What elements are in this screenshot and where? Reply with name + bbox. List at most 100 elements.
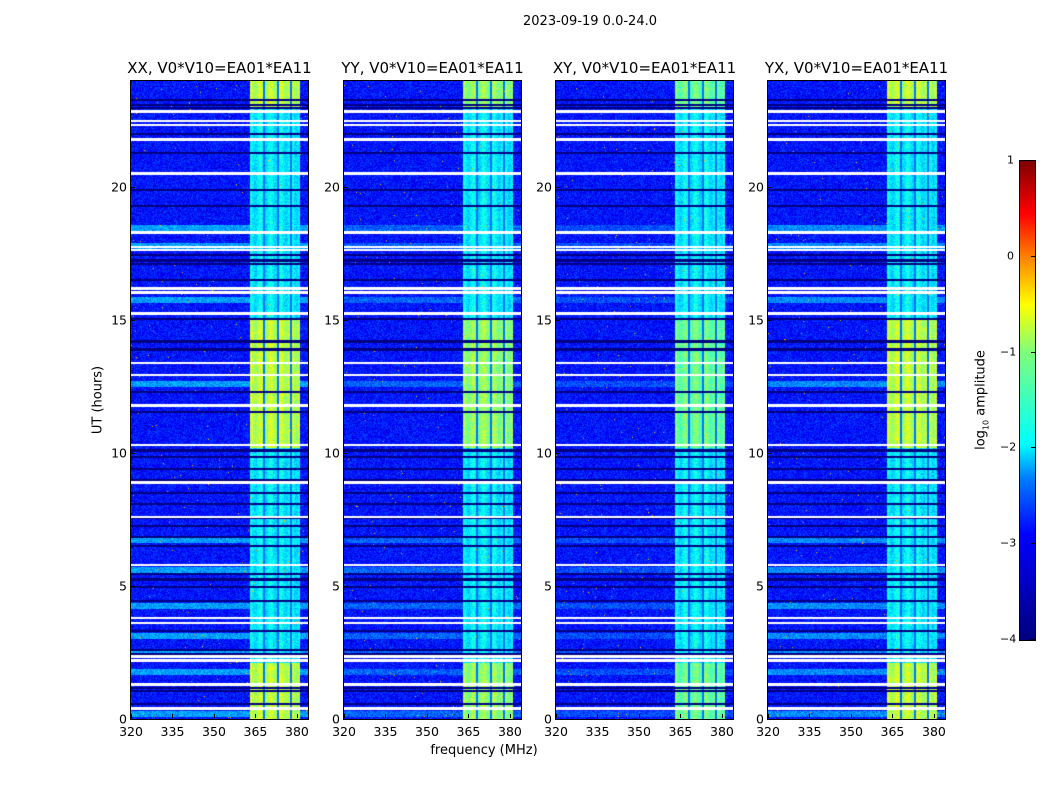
- panel-frame: [767, 80, 946, 720]
- y-tick-mark: [768, 586, 772, 588]
- spectrogram-panel: XX, V0*V10=EA01*EA11 0 5 10 15 20 320 335 350 365…: [111, 59, 312, 739]
- x-tick-label: 335: [797, 724, 822, 739]
- x-tick-mark: [385, 714, 387, 718]
- colorbar-tick-mark: [1031, 160, 1035, 161]
- y-tick-mark: [556, 320, 560, 322]
- x-tick-label: 320: [756, 724, 780, 739]
- x-tick-label: 350: [839, 724, 863, 739]
- y-tick-label: 20: [748, 179, 764, 195]
- colorbar-tick-label: −3: [1000, 536, 1017, 550]
- x-tick-label: 335: [585, 724, 610, 739]
- y-tick-mark: [131, 586, 135, 588]
- x-tick-mark: [809, 714, 811, 718]
- heatmap-3: [768, 81, 945, 719]
- y-tick-label: 15: [536, 312, 552, 328]
- x-tick-mark: [850, 714, 852, 718]
- x-tick-mark: [638, 714, 640, 718]
- colorbar-tick-label: 1: [1007, 153, 1014, 167]
- y-tick-mark: [131, 320, 135, 322]
- y-tick-label: 10: [324, 445, 340, 461]
- y-tick-label: 15: [324, 312, 340, 328]
- x-tick-mark: [213, 714, 215, 718]
- y-tick-label: 10: [536, 445, 552, 461]
- y-tick-mark: [768, 453, 772, 455]
- x-tick-label: 320: [544, 724, 568, 739]
- y-tick-mark: [556, 453, 560, 455]
- colorbar-label: log10 amplitude: [974, 350, 991, 450]
- x-tick-label: 365: [243, 724, 268, 739]
- y-tick-label: 0: [756, 711, 764, 727]
- x-tick-label: 350: [202, 724, 226, 739]
- y-tick-label: 0: [332, 711, 340, 727]
- x-tick-mark: [721, 714, 723, 718]
- colorbar-label-sub: 10: [981, 419, 991, 431]
- y-tick-mark: [131, 187, 135, 189]
- y-tick-mark: [131, 719, 135, 720]
- y-tick-mark: [344, 187, 348, 189]
- x-tick-mark: [597, 714, 599, 718]
- x-tick-mark: [892, 714, 894, 718]
- x-tick-label: 350: [415, 724, 439, 739]
- x-tick-mark: [426, 714, 428, 718]
- y-tick-mark: [768, 187, 772, 189]
- spectrogram-panel: XY, V0*V10=EA01*EA11 0 5 10 15 20 320 335 350 365…: [536, 59, 736, 739]
- x-axis-label: frequency (MHz): [430, 743, 538, 758]
- y-tick-mark: [344, 453, 348, 455]
- x-tick-label: 350: [627, 724, 651, 739]
- y-tick-label: 5: [756, 578, 764, 594]
- colorbar-tick-mark: [1031, 543, 1035, 545]
- x-tick-label: 335: [160, 724, 185, 739]
- y-tick-mark: [556, 719, 560, 720]
- colorbar-tick-label: 0: [1007, 249, 1014, 263]
- panel-title: XY, V0*V10=EA01*EA11: [552, 59, 737, 77]
- x-tick-mark: [680, 714, 682, 718]
- y-tick-label: 20: [324, 179, 340, 195]
- y-tick-label: 0: [544, 711, 552, 727]
- x-tick-label: 380: [498, 724, 522, 739]
- heatmap-0: [131, 81, 308, 719]
- x-tick-label: 365: [880, 724, 905, 739]
- colorbar-tick-mark: [1031, 255, 1035, 257]
- figure-title: 2023-09-19 0.0-24.0: [523, 14, 657, 29]
- colorbar: [1019, 160, 1036, 641]
- y-tick-label: 15: [111, 312, 127, 328]
- panel-title: YY, V0*V10=EA01*EA11: [341, 59, 524, 77]
- colorbar-tick-mark: [1031, 447, 1035, 449]
- heatmap-2: [556, 81, 733, 719]
- heatmap-1: [344, 81, 521, 719]
- x-tick-mark: [556, 714, 557, 718]
- x-tick-mark: [296, 714, 298, 718]
- x-tick-mark: [933, 714, 935, 718]
- y-tick-mark: [768, 320, 772, 322]
- colorbar-label-main: log: [973, 430, 989, 450]
- panel-title: YX, V0*V10=EA01*EA11: [764, 59, 949, 77]
- y-tick-mark: [131, 453, 135, 455]
- spectrogram-panel: YX, V0*V10=EA01*EA11 0 5 10 15 20 320 335 350 365…: [748, 59, 948, 739]
- colorbar-tick-mark: [1031, 351, 1035, 353]
- panel-title: XX, V0*V10=EA01*EA11: [127, 59, 312, 77]
- y-tick-label: 5: [544, 578, 552, 594]
- y-tick-label: 5: [119, 578, 127, 594]
- colorbar-tick-mark: [1031, 639, 1035, 640]
- y-tick-label: 5: [332, 578, 340, 594]
- x-tick-mark: [509, 714, 511, 718]
- y-tick-label: 20: [536, 179, 552, 195]
- panel-frame: [555, 80, 734, 720]
- y-tick-label: 20: [111, 179, 127, 195]
- x-tick-label: 380: [285, 724, 309, 739]
- y-tick-mark: [556, 586, 560, 588]
- colorbar-label-rest: amplitude: [973, 350, 989, 420]
- y-tick-mark: [344, 320, 348, 322]
- x-tick-label: 365: [456, 724, 481, 739]
- y-tick-mark: [768, 719, 772, 720]
- colorbar-tick-label: −4: [1000, 632, 1017, 646]
- y-tick-label: 10: [748, 445, 764, 461]
- x-tick-label: 380: [922, 724, 946, 739]
- colorbar-tick-label: −1: [1000, 345, 1017, 359]
- y-tick-mark: [556, 187, 560, 189]
- spectrogram-panel: YY, V0*V10=EA01*EA11 0 5 10 15 20 320 335 350 365…: [324, 59, 524, 739]
- y-tick-mark: [344, 586, 348, 588]
- x-tick-label: 335: [373, 724, 398, 739]
- x-tick-mark: [172, 714, 174, 718]
- x-tick-label: 320: [119, 724, 143, 739]
